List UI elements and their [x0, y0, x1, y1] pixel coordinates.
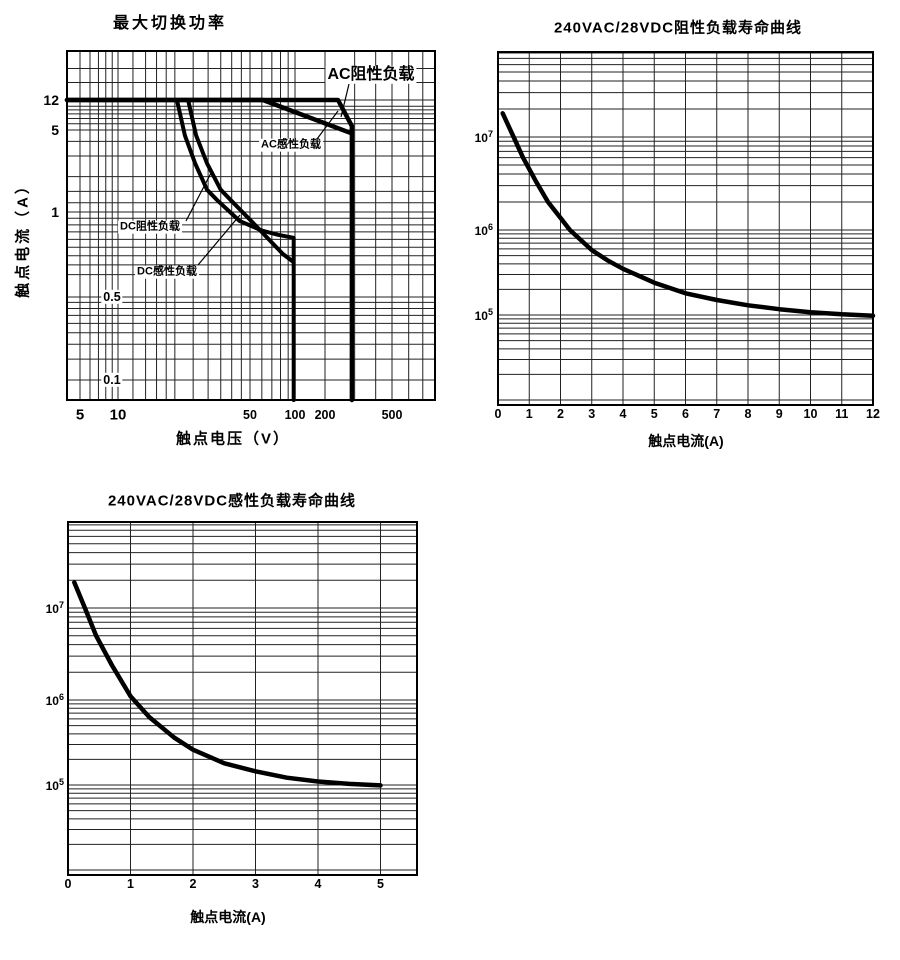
- series-label: DC阻性负载: [118, 220, 182, 234]
- x-tick-label: 4: [619, 406, 627, 421]
- x-tick-label: 2: [189, 876, 197, 891]
- x-tick-label: 1: [525, 406, 533, 421]
- chart3-x-axis-label: 触点电流(A): [190, 909, 266, 925]
- y-tick-label: 105: [45, 777, 64, 793]
- y-tick-label: 0.5: [101, 289, 123, 305]
- x-tick-label: 8: [744, 406, 752, 421]
- series-curve-1: [64, 97, 354, 136]
- x-tick-label: 200: [314, 407, 336, 422]
- x-tick-label: 10: [109, 406, 127, 424]
- x-tick-label: 10: [803, 406, 818, 421]
- x-tick-label: 3: [588, 406, 596, 421]
- series-curve-0: [72, 580, 383, 788]
- plot-border: [497, 51, 874, 406]
- series-label: AC感性负载: [259, 138, 323, 152]
- x-tick-label: 0: [494, 406, 502, 421]
- x-tick-label: 12: [866, 406, 880, 421]
- x-tick-label: 11: [835, 406, 849, 421]
- x-tick-label: 500: [381, 407, 403, 422]
- chart1-title: 最大切换功率: [112, 15, 228, 32]
- x-tick-label: 0: [64, 876, 72, 891]
- x-tick-label: 1: [127, 876, 134, 891]
- x-tick-label: 4: [314, 876, 322, 891]
- y-tick-label: 106: [474, 222, 493, 238]
- series-curve-2: [174, 98, 296, 402]
- chart3-title: 240VAC/28VDC感性负载寿命曲线: [107, 492, 357, 510]
- plot-border: [66, 50, 436, 401]
- chart2-x-axis-label: 触点电流(A): [648, 433, 724, 449]
- plot-border: [67, 521, 418, 876]
- chart1-y-axis-label: 触点电流（A）: [14, 176, 32, 298]
- label-leader-line: [185, 172, 212, 222]
- y-tick-label: 106: [45, 692, 64, 708]
- x-tick-label: 3: [252, 876, 259, 891]
- x-tick-label: 5: [377, 876, 384, 891]
- y-tick-label: 12: [43, 92, 59, 108]
- x-tick-label: 7: [713, 406, 721, 421]
- x-tick-label: 50: [243, 407, 257, 422]
- x-tick-label: 9: [775, 406, 783, 421]
- y-tick-label: 107: [45, 600, 64, 616]
- y-tick-label: 5: [51, 122, 59, 138]
- y-tick-label: 0.1: [101, 372, 123, 388]
- series-curve-3: [186, 98, 295, 264]
- label-leader-line: [197, 214, 241, 266]
- series-label: DC感性负载: [135, 265, 199, 279]
- x-tick-label: 100: [284, 407, 306, 422]
- series-label: AC阻性负载: [325, 65, 417, 85]
- y-tick-label: 105: [474, 307, 493, 323]
- y-tick-label: 1: [51, 204, 59, 220]
- chart2-title: 240VAC/28VDC阻性负载寿命曲线: [553, 19, 803, 37]
- x-tick-label: 5: [650, 406, 658, 421]
- x-tick-label: 2: [557, 406, 564, 421]
- chart1-x-axis-label: 触点电压（V）: [175, 430, 291, 448]
- y-tick-label: 107: [474, 129, 493, 145]
- series-curve-0: [500, 111, 876, 318]
- x-tick-label: 5: [75, 406, 85, 424]
- x-tick-label: 6: [682, 406, 689, 421]
